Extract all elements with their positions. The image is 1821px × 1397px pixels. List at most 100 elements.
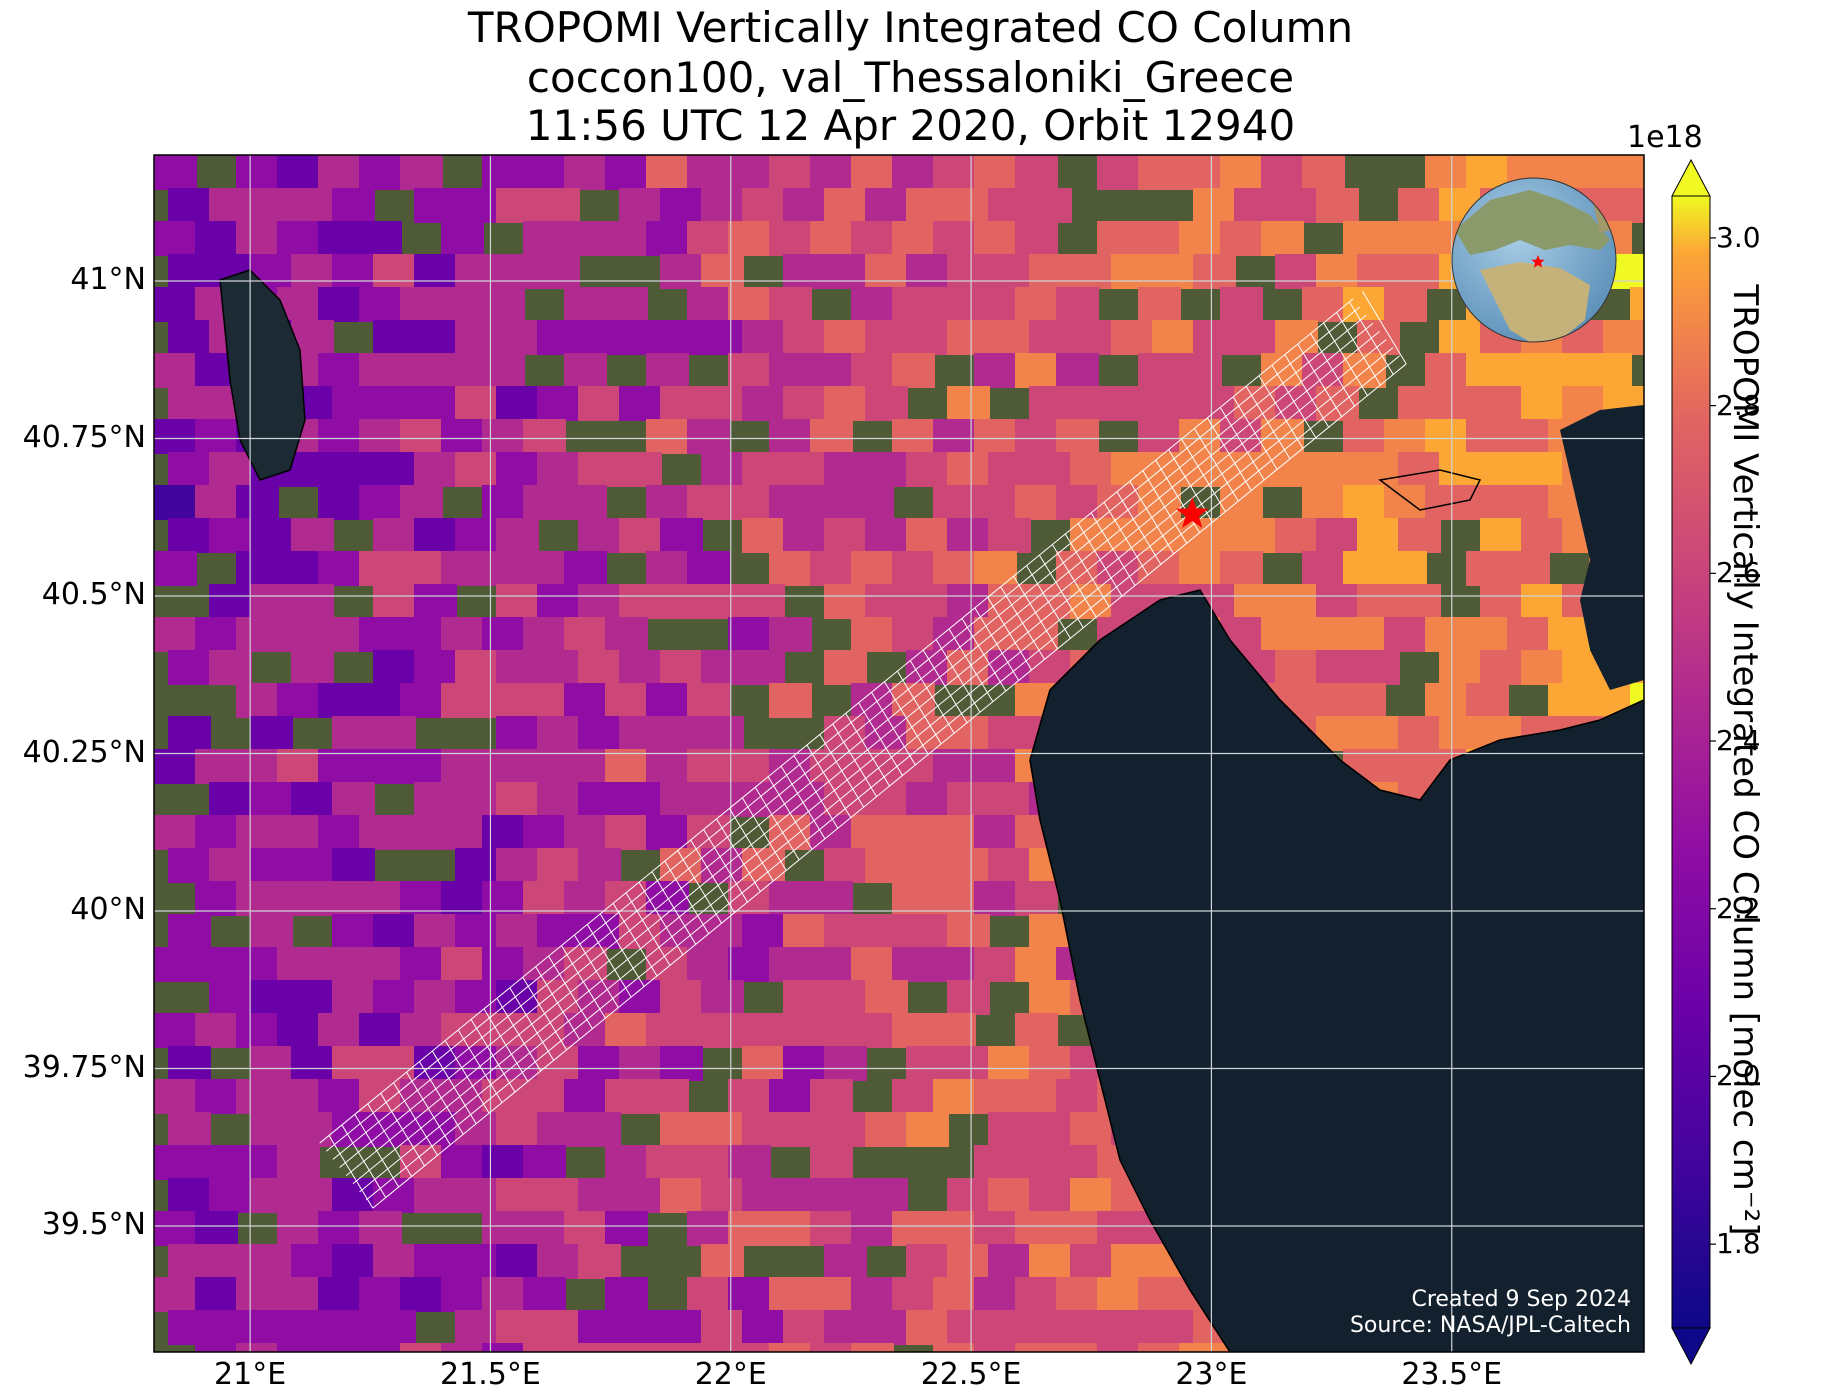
co-pixel (646, 353, 689, 388)
co-pixel (728, 221, 771, 256)
co-pixel (537, 980, 580, 1015)
co-pixel (400, 551, 443, 586)
co-pixel (277, 1079, 320, 1114)
co-pixel (455, 650, 498, 685)
co-pixel (1439, 716, 1482, 751)
co-pixel (236, 749, 279, 784)
chart-title-line-3: 11:56 UTC 12 Apr 2020, Orbit 12940 (525, 101, 1296, 150)
co-pixel (1029, 1046, 1072, 1081)
co-pixel (414, 254, 457, 289)
co-pixel (687, 1145, 730, 1180)
co-pixel (660, 716, 703, 751)
co-pixel (1357, 716, 1400, 751)
co-pixel (728, 485, 771, 520)
co-pixel (1015, 287, 1058, 322)
co-pixel (414, 1178, 457, 1213)
co-pixel (687, 683, 730, 718)
co-pixel (359, 1013, 402, 1048)
co-pixel (701, 386, 744, 421)
co-pixel (1398, 386, 1441, 421)
co-pixel (250, 518, 293, 553)
co-pixel (646, 815, 689, 850)
co-pixel (209, 650, 252, 685)
co-pixel (783, 914, 826, 949)
co-pixel (824, 320, 867, 355)
co-pixel (332, 980, 375, 1015)
co-pixel (769, 947, 812, 982)
colorbar-tick-label: 1.8 (1716, 1227, 1761, 1261)
co-pixel (1466, 551, 1509, 586)
co-pixel (1056, 1343, 1099, 1352)
co-pixel (1152, 1310, 1195, 1345)
co-pixel (605, 683, 648, 718)
co-pixel (605, 1211, 648, 1246)
co-pixel (892, 287, 935, 322)
co-pixel (906, 914, 949, 949)
co-pixel (332, 452, 375, 487)
source-credit: Source: NASA/JPL-Caltech (1349, 1313, 1631, 1338)
co-pixel (523, 1211, 566, 1246)
co-pixel (728, 353, 771, 388)
co-pixel (1384, 749, 1427, 784)
co-pixel (974, 1277, 1017, 1312)
co-pixel (523, 1277, 566, 1312)
co-pixel (988, 1046, 1031, 1081)
co-pixel (441, 419, 484, 454)
co-pixel (291, 980, 334, 1015)
co-pixel (496, 584, 539, 619)
co-pixel (482, 485, 525, 520)
co-pixel (1070, 1376, 1113, 1397)
co-pixel (687, 221, 730, 256)
co-pixel (236, 1013, 279, 1048)
co-pixel (523, 1079, 566, 1114)
co-pixel (277, 683, 320, 718)
co-pixel (1466, 353, 1509, 388)
co-pixel (728, 1145, 771, 1180)
co-pixel (824, 980, 867, 1015)
co-pixel (619, 650, 662, 685)
co-pixel (1070, 1244, 1113, 1279)
co-pixel (810, 1277, 853, 1312)
co-pixel (851, 353, 894, 388)
co-pixel (496, 188, 539, 223)
co-pixel (441, 683, 484, 718)
co-pixel (496, 1112, 539, 1147)
co-pixel (933, 947, 976, 982)
co-pixel (441, 947, 484, 982)
co-pixel (168, 320, 211, 355)
co-pixel (578, 848, 621, 883)
co-pixel (250, 980, 293, 1015)
co-pixel (1343, 551, 1386, 586)
co-pixel (564, 221, 607, 256)
lat-tick-label: 40°N (70, 892, 146, 927)
co-pixel (660, 320, 703, 355)
co-pixel (1070, 254, 1113, 289)
co-pixel (701, 716, 744, 751)
co-pixel (865, 782, 908, 817)
co-pixel (728, 1343, 771, 1352)
co-pixel (1097, 1343, 1140, 1352)
co-pixel (1220, 287, 1263, 322)
co-pixel (359, 1211, 402, 1246)
co-pixel (742, 782, 785, 817)
co-pixel (291, 1178, 334, 1213)
co-pixel (1097, 155, 1140, 190)
co-pixel (496, 1244, 539, 1279)
co-pixel (851, 287, 894, 322)
co-pixel (947, 1046, 990, 1081)
co-pixel (441, 1145, 484, 1180)
co-pixel (1302, 353, 1345, 388)
co-pixel (537, 1046, 580, 1081)
co-pixel (1316, 650, 1359, 685)
co-pixel (168, 452, 211, 487)
co-pixel (851, 749, 894, 784)
co-pixel (1070, 386, 1113, 421)
co-pixel (947, 1310, 990, 1345)
co-pixel (537, 1178, 580, 1213)
co-pixel (1425, 485, 1468, 520)
co-pixel (1220, 155, 1263, 190)
co-pixel (168, 848, 211, 883)
co-pixel (1097, 551, 1140, 586)
co-pixel (988, 518, 1031, 553)
co-pixel (810, 815, 853, 850)
